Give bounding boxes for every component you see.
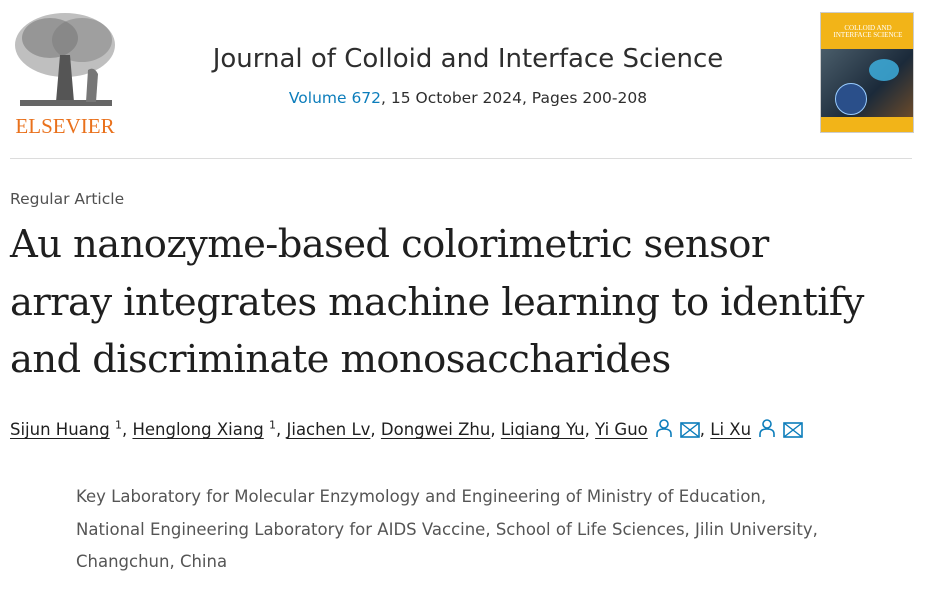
author-link[interactable]: Dongwei Zhu — [380, 420, 491, 439]
person-icon[interactable] — [654, 418, 674, 442]
envelope-icon[interactable] — [783, 422, 803, 442]
title-line: array integrates machine learning to ide… — [10, 279, 864, 325]
affiliation-line: Changchun, China — [76, 552, 228, 571]
volume-link[interactable]: Volume 672 — [288, 89, 382, 107]
author-link[interactable]: Liqiang Yu — [500, 420, 585, 439]
issue-details: , 15 October 2024, Pages 200-208 — [381, 89, 648, 107]
author-link[interactable]: Li Xu — [710, 420, 752, 439]
separator: , — [490, 420, 501, 439]
separator: , — [121, 420, 133, 439]
author-link[interactable]: Sijun Huang — [10, 420, 110, 439]
author-link[interactable]: Yi Guo — [595, 420, 648, 439]
affiliation: Key Laboratory for Molecular Enzymology … — [76, 481, 926, 579]
journal-cover-image[interactable]: COLLOID AND INTERFACE SCIENCE — [820, 12, 914, 133]
cover-artwork — [821, 49, 913, 117]
elsevier-wordmark: ELSEVIER — [15, 114, 115, 138]
affiliation-line: National Engineering Laboratory for AIDS… — [76, 519, 818, 539]
elsevier-logo[interactable]: ELSEVIER — [10, 10, 120, 138]
author-list: Sijun Huang 1, Henglong Xiang 1, Jiachen… — [10, 418, 803, 442]
separator: , — [276, 420, 287, 439]
separator: , — [584, 420, 596, 439]
tree-icon — [10, 10, 120, 110]
affiliation-sup[interactable]: 1 — [269, 418, 276, 432]
separator: , — [370, 420, 381, 439]
title-line: and discriminate monosaccharides — [10, 337, 671, 382]
affiliation-line: Key Laboratory for Molecular Enzymology … — [76, 487, 767, 506]
affiliation-sup[interactable]: 1 — [114, 418, 122, 432]
person-icon[interactable] — [757, 418, 777, 442]
article-type: Regular Article — [10, 190, 125, 208]
article-title: Au nanozyme-based colorimetric sensor ar… — [10, 216, 930, 389]
cover-title: COLLOID AND INTERFACE SCIENCE — [833, 24, 903, 39]
header-divider — [10, 158, 912, 159]
separator: , — [699, 420, 711, 439]
title-line: Au nanozyme-based colorimetric sensor — [10, 222, 769, 267]
author-link[interactable]: Henglong Xiang — [132, 420, 264, 439]
journal-title[interactable]: Journal of Colloid and Interface Science — [212, 44, 724, 74]
envelope-icon[interactable] — [679, 422, 700, 442]
volume-info: Volume 672, 15 October 2024, Pages 200-2… — [150, 89, 786, 107]
author-link[interactable]: Jiachen Lv — [286, 420, 371, 439]
